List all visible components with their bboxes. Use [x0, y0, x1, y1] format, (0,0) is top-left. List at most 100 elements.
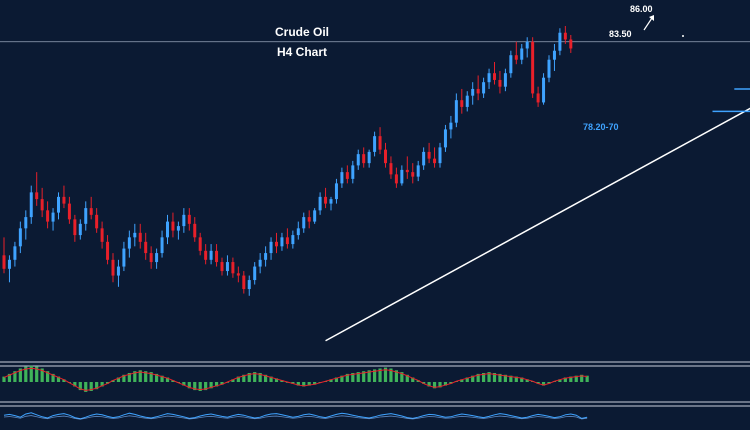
candle-body: [116, 266, 120, 276]
macd-histogram-bar: [514, 376, 518, 382]
macd-histogram-bar: [498, 373, 502, 382]
candle-body: [149, 253, 153, 263]
macd-histogram-bar: [62, 379, 66, 382]
macd-histogram-bar: [165, 377, 170, 382]
candle-body: [427, 151, 431, 159]
macd-histogram-bar: [13, 371, 17, 382]
macd-histogram-bar: [492, 373, 497, 382]
candle-body: [493, 73, 496, 80]
candle-body: [111, 259, 115, 276]
support-zone-label: 78.20-70: [583, 122, 619, 132]
candle-body: [193, 223, 197, 238]
candle-body: [291, 235, 295, 245]
macd-signal-line: [3, 367, 588, 391]
candle-body: [40, 199, 44, 211]
macd-histogram-bar: [214, 382, 219, 387]
target-83-label: 83.50: [609, 29, 632, 39]
macd-histogram-bar: [389, 368, 393, 382]
macd-histogram-bar: [334, 377, 339, 382]
macd-histogram-bar: [465, 377, 469, 382]
candle-body: [204, 250, 208, 260]
macd-histogram-bar: [482, 373, 486, 382]
candle-body: [24, 217, 28, 229]
candle-body: [443, 129, 447, 148]
candle-body: [514, 55, 518, 60]
macd-histogram-bar: [411, 377, 415, 382]
macd-histogram-bar: [580, 374, 584, 382]
macd-histogram-bar: [242, 374, 246, 382]
candle-body: [552, 50, 556, 60]
candle-body: [285, 237, 289, 245]
candle-body: [95, 214, 99, 229]
macd-histogram-bar: [280, 380, 284, 382]
candle-body: [487, 73, 491, 83]
candle-body: [318, 196, 322, 211]
candle-body: [57, 196, 60, 213]
candle-body: [106, 241, 110, 260]
candle-body: [334, 183, 338, 200]
macd-histogram-bar: [432, 382, 437, 389]
candle-body: [198, 237, 202, 251]
candle-body: [438, 147, 442, 164]
macd-histogram-bar: [536, 382, 540, 384]
macd-histogram-bar: [231, 379, 235, 382]
candle-body: [258, 259, 262, 267]
macd-histogram-bar: [133, 371, 137, 382]
candle-body: [362, 154, 366, 164]
macd-histogram-bar: [563, 377, 567, 382]
macd-histogram-bar: [585, 375, 589, 382]
candle-body: [73, 219, 77, 236]
candle-body: [84, 208, 88, 224]
macd-histogram-bar: [253, 372, 257, 382]
macd-panel: [2, 365, 589, 392]
candle-body: [280, 237, 284, 247]
macd-histogram-bar: [291, 382, 295, 384]
candle-body: [558, 32, 562, 51]
macd-histogram-bar: [296, 382, 300, 386]
candle-body: [498, 79, 502, 87]
macd-histogram-bar: [95, 382, 99, 390]
candle-body: [29, 192, 33, 218]
macd-histogram-bar: [427, 382, 431, 387]
macd-histogram-bar: [100, 382, 104, 387]
macd-histogram-bar: [51, 373, 55, 382]
macd-histogram-bar: [443, 382, 448, 386]
candle-body: [465, 95, 469, 107]
macd-histogram-bar: [56, 376, 61, 382]
macd-histogram-bar: [116, 377, 121, 382]
target-arrow-line: [643, 17, 653, 31]
macd-histogram-bar: [356, 372, 360, 382]
candle-body: [525, 41, 529, 49]
candle-body: [471, 88, 475, 96]
candle-body: [324, 196, 328, 204]
macd-histogram-bar: [460, 379, 464, 382]
candle-body: [367, 151, 371, 164]
macd-histogram-bar: [264, 374, 268, 382]
candle-body: [340, 172, 344, 184]
oscillator-line: [3, 412, 588, 420]
macd-histogram-bar: [313, 382, 317, 385]
candle-body: [449, 122, 453, 130]
candle-body: [373, 136, 377, 152]
oscillator-panel: [3, 412, 588, 420]
macd-histogram-bar: [378, 368, 382, 382]
macd-histogram-bar: [89, 382, 93, 391]
macd-histogram-bar: [416, 380, 420, 382]
macd-histogram-bar: [307, 382, 311, 386]
candle-body: [144, 241, 148, 254]
macd-histogram-bar: [258, 373, 262, 382]
candle-body: [187, 214, 191, 224]
macd-histogram-bar: [7, 373, 12, 382]
macd-histogram-bar: [405, 374, 409, 382]
macd-histogram-bar: [476, 373, 480, 382]
macd-histogram-bar: [111, 380, 115, 382]
candle-body: [542, 77, 546, 103]
candle-body: [62, 196, 66, 204]
candle-body: [127, 237, 131, 249]
candle-body: [46, 210, 50, 222]
macd-histogram-bar: [329, 379, 333, 382]
candle-body: [269, 241, 273, 254]
candle-body: [253, 266, 257, 281]
macd-histogram-bar: [340, 375, 344, 382]
